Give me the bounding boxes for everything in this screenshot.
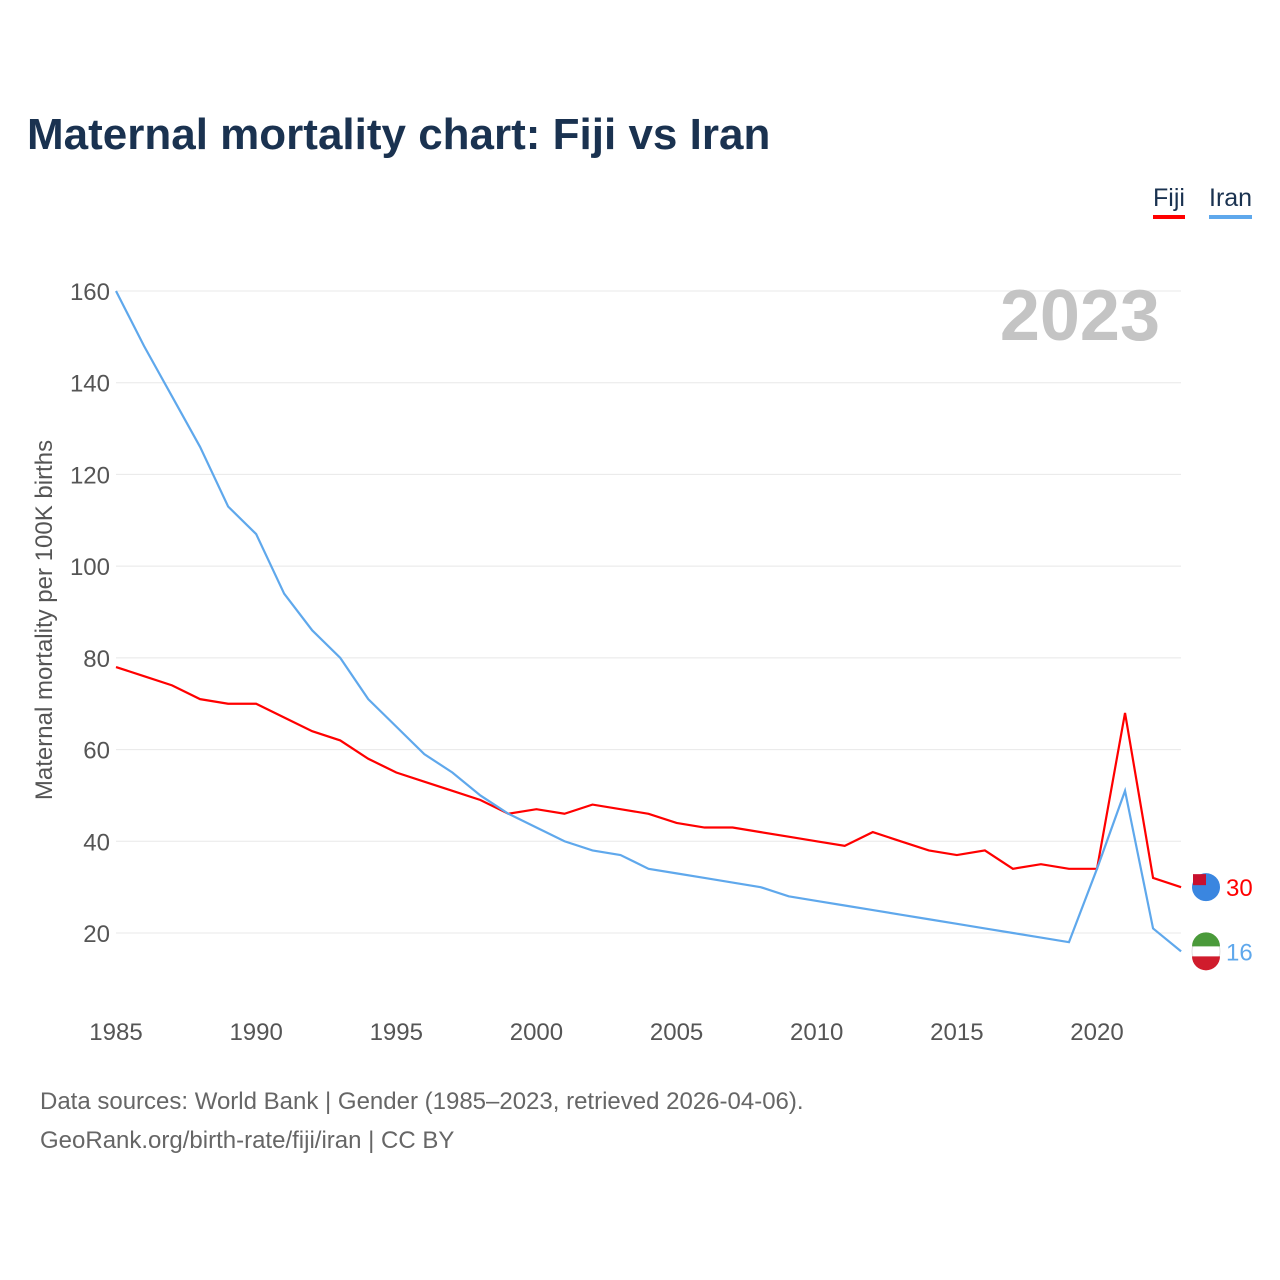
y-tick-label: 140	[70, 371, 110, 398]
y-tick-label: 20	[83, 921, 110, 948]
source-text: Data sources: World Bank | Gender (1985–…	[40, 1088, 804, 1115]
flag-canton	[1193, 874, 1206, 886]
x-tick-label: 2005	[650, 1019, 703, 1046]
x-tick-label: 1985	[89, 1019, 142, 1046]
x-tick-label: 2010	[790, 1019, 843, 1046]
year-label: 2023	[1000, 276, 1160, 356]
y-tick-label: 120	[70, 462, 110, 489]
series-line-fiji	[115, 665, 1182, 889]
chart-title: Maternal mortality chart: Fiji vs Iran	[27, 110, 771, 159]
y-tick-label: 80	[83, 646, 110, 673]
x-tick-label: 1995	[370, 1019, 423, 1046]
legend-iran[interactable]: Iran	[1209, 184, 1253, 219]
flag-stripe	[1192, 956, 1220, 971]
flag-stripe	[1192, 932, 1220, 947]
x-tick-label: 2000	[510, 1019, 563, 1046]
x-tick-label: 1990	[229, 1019, 282, 1046]
legend-fiji[interactable]: Fiji	[1153, 184, 1185, 219]
y-tick-label: 100	[70, 554, 110, 581]
source-link[interactable]: GeoRank.org/birth-rate/fiji/iran | CC BY	[40, 1127, 455, 1154]
y-tick-label: 160	[70, 279, 110, 306]
end-label-iran: 16	[1226, 939, 1253, 966]
end-label-fiji: 30	[1226, 875, 1253, 902]
y-tick-label: 60	[83, 738, 110, 765]
y-tick-label: 40	[83, 829, 110, 856]
x-tick-label: 2020	[1070, 1019, 1123, 1046]
x-tick-label: 2015	[930, 1019, 983, 1046]
y-axis-label: Maternal mortality per 100K births	[31, 440, 58, 800]
series-line-iran	[115, 290, 1182, 953]
